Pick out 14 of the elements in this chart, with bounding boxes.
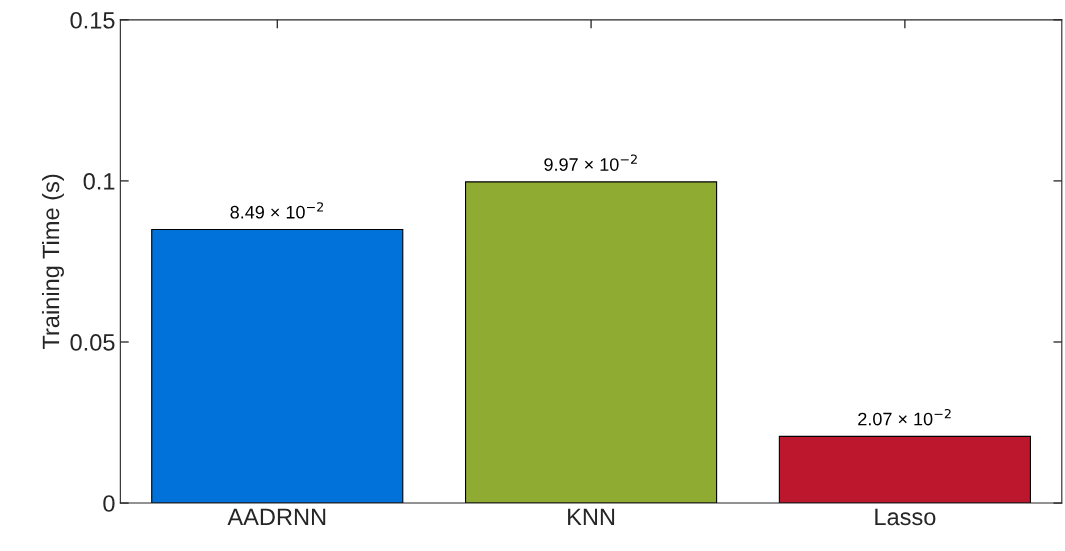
x-tick-label: AADRNN <box>227 508 326 526</box>
data-label: 8.49 × 10$^{−2}$ <box>230 202 324 219</box>
data-label: 2.07 × 10$^{−2}$ <box>858 408 951 426</box>
x-tick-label: KNN <box>568 508 615 526</box>
y-tick-label: 0.05 <box>70 334 115 351</box>
bar <box>778 435 1031 504</box>
y-axis-title: Training Time (s) <box>41 174 64 350</box>
y-tick-label: 0 <box>103 495 115 512</box>
bar <box>464 181 718 504</box>
x-tick-label: Lasso <box>875 508 936 526</box>
data-label: 9.97 × 10$^{−2}$ <box>544 154 637 171</box>
y-tick-label: 0.15 <box>70 11 115 29</box>
y-tick-label: 0.1 <box>83 172 115 190</box>
bar <box>151 229 404 504</box>
